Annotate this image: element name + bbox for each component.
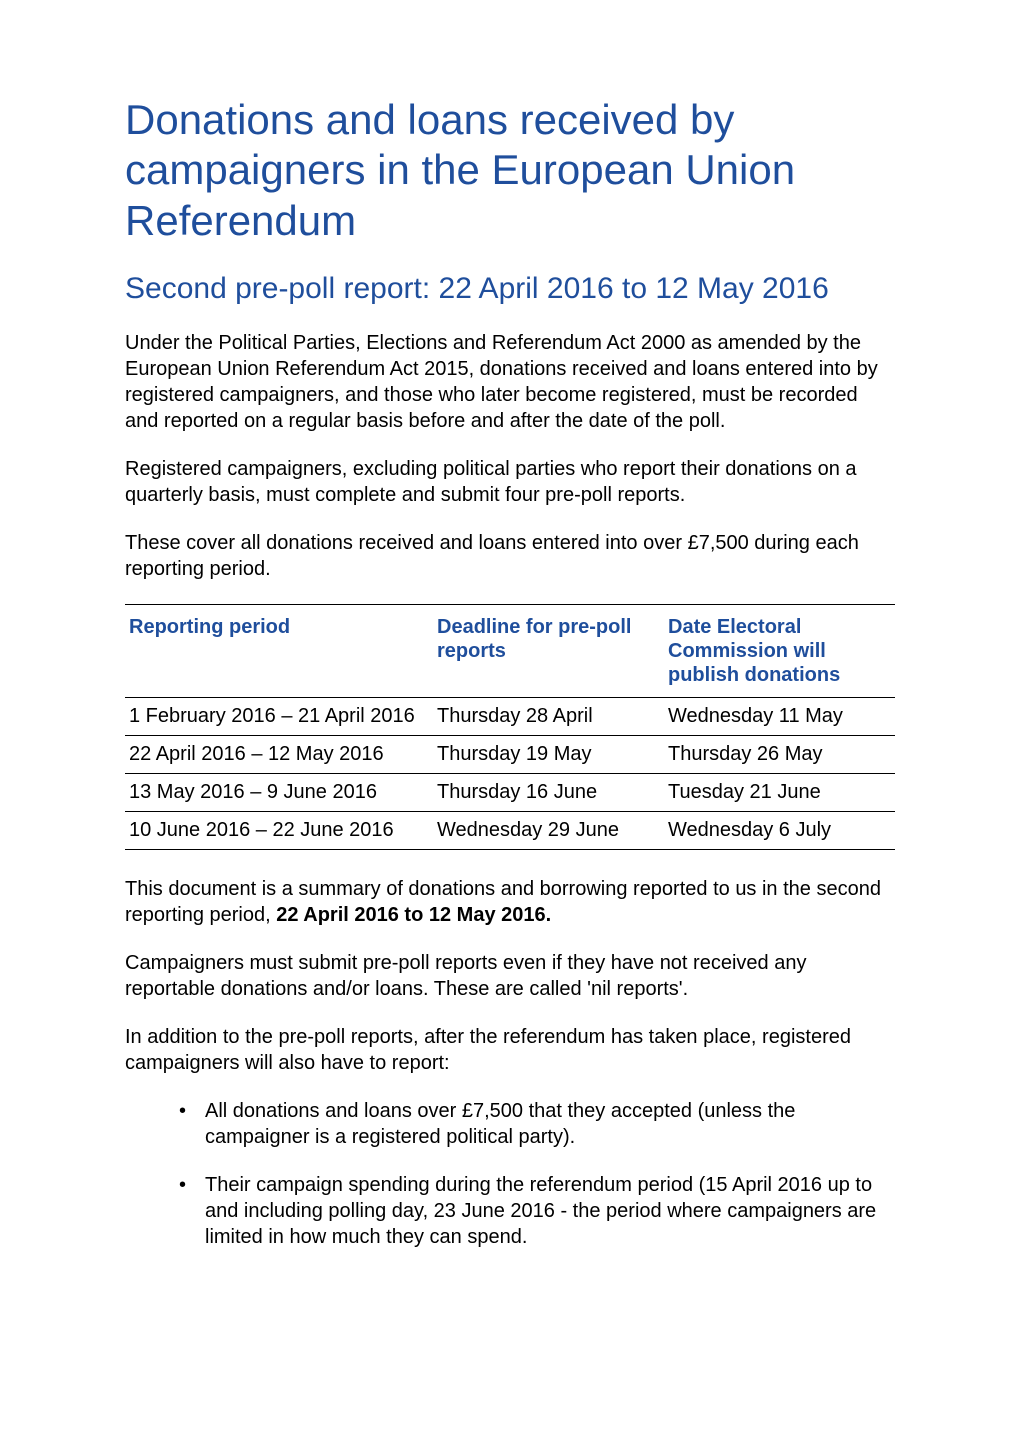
cell-reporting-period: 10 June 2016 – 22 June 2016 xyxy=(125,811,433,849)
cell-deadline: Thursday 16 June xyxy=(433,773,664,811)
summary-paragraph: This document is a summary of donations … xyxy=(125,876,895,928)
list-item: All donations and loans over £7,500 that… xyxy=(179,1098,895,1150)
table-row: 22 April 2016 – 12 May 2016 Thursday 19 … xyxy=(125,735,895,773)
table-header-publish-date: Date Electoral Commission will publish d… xyxy=(664,604,895,697)
table-header-deadline: Deadline for pre-poll reports xyxy=(433,604,664,697)
intro-paragraph-1: Under the Political Parties, Elections a… xyxy=(125,330,895,434)
intro-paragraph-3: These cover all donations received and l… xyxy=(125,530,895,582)
reporting-periods-table: Reporting period Deadline for pre-poll r… xyxy=(125,604,895,850)
cell-publish-date: Wednesday 6 July xyxy=(664,811,895,849)
table-row: 1 February 2016 – 21 April 2016 Thursday… xyxy=(125,697,895,735)
list-item: Their campaign spending during the refer… xyxy=(179,1172,895,1250)
intro-paragraph-2: Registered campaigners, excluding politi… xyxy=(125,456,895,508)
page-subtitle: Second pre-poll report: 22 April 2016 to… xyxy=(125,270,895,308)
cell-reporting-period: 13 May 2016 – 9 June 2016 xyxy=(125,773,433,811)
nil-reports-paragraph: Campaigners must submit pre-poll reports… xyxy=(125,950,895,1002)
cell-deadline: Thursday 28 April xyxy=(433,697,664,735)
cell-deadline: Thursday 19 May xyxy=(433,735,664,773)
table-header-reporting-period: Reporting period xyxy=(125,604,433,697)
table-row: 13 May 2016 – 9 June 2016 Thursday 16 Ju… xyxy=(125,773,895,811)
cell-publish-date: Tuesday 21 June xyxy=(664,773,895,811)
table-row: 10 June 2016 – 22 June 2016 Wednesday 29… xyxy=(125,811,895,849)
post-referendum-intro: In addition to the pre-poll reports, aft… xyxy=(125,1024,895,1076)
summary-period-bold: 22 April 2016 to 12 May 2016. xyxy=(276,904,551,926)
page-title: Donations and loans received by campaign… xyxy=(125,95,895,246)
cell-publish-date: Wednesday 11 May xyxy=(664,697,895,735)
cell-reporting-period: 1 February 2016 – 21 April 2016 xyxy=(125,697,433,735)
requirements-list: All donations and loans over £7,500 that… xyxy=(125,1098,895,1250)
table-header-row: Reporting period Deadline for pre-poll r… xyxy=(125,604,895,697)
cell-publish-date: Thursday 26 May xyxy=(664,735,895,773)
cell-reporting-period: 22 April 2016 – 12 May 2016 xyxy=(125,735,433,773)
cell-deadline: Wednesday 29 June xyxy=(433,811,664,849)
